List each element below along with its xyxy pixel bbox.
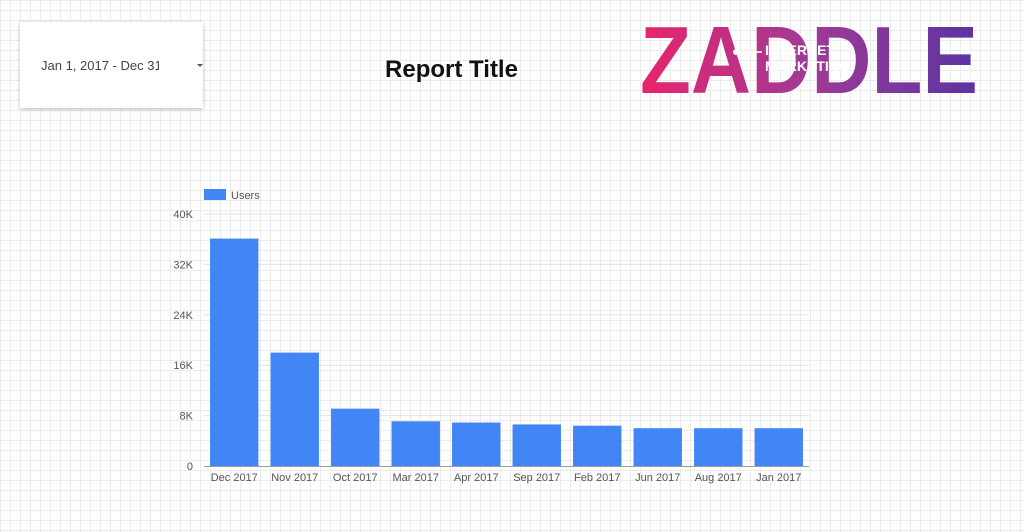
x-tick-label: Mar 2017 <box>393 472 439 484</box>
x-tick-label: Oct 2017 <box>333 472 378 484</box>
x-tick-label: Apr 2017 <box>454 472 499 484</box>
bar[interactable] <box>633 428 682 466</box>
x-tick-label: Jun 2017 <box>635 472 680 484</box>
legend-label[interactable]: Users <box>231 190 260 202</box>
bar[interactable] <box>210 238 259 466</box>
y-tick-label: 8K <box>180 411 194 423</box>
chevron-down-icon[interactable] <box>197 64 203 67</box>
x-tick-label: Aug 2017 <box>695 472 742 484</box>
bar[interactable] <box>573 425 622 466</box>
bar[interactable] <box>512 424 561 466</box>
logo-tagline-2: MARKETING <box>765 58 850 74</box>
logo-wordmark-fill: ZADDLE <box>640 15 978 97</box>
x-tick-label: Sep 2017 <box>513 472 560 484</box>
bar[interactable] <box>694 428 743 466</box>
bar[interactable] <box>331 408 380 466</box>
y-tick-label: 16K <box>173 360 193 372</box>
x-tick-label: Feb 2017 <box>574 472 620 484</box>
date-range-label: Jan 1, 2017 - Dec 31, 2017 <box>41 58 159 73</box>
bar[interactable] <box>754 428 803 466</box>
y-tick-label: 40K <box>173 209 193 221</box>
x-tick-label: Nov 2017 <box>271 472 318 484</box>
date-range-picker[interactable]: Jan 1, 2017 - Dec 31, 2017 <box>20 22 203 108</box>
logo-tagline-1: INTERNET <box>765 42 835 58</box>
x-tick-label: Dec 2017 <box>211 472 258 484</box>
bar[interactable] <box>391 421 440 466</box>
legend-swatch <box>204 189 226 200</box>
y-tick-label: 0 <box>187 461 193 473</box>
bar[interactable] <box>452 422 501 466</box>
zaddle-logo: ZADDLE ZADDLE INTERNET MARKETING <box>640 15 978 97</box>
bar[interactable] <box>270 352 319 466</box>
x-tick-label: Jan 2017 <box>756 472 801 484</box>
y-tick-label: 32K <box>173 259 193 271</box>
report-title: Report Title <box>385 56 518 83</box>
y-tick-label: 24K <box>173 310 193 322</box>
